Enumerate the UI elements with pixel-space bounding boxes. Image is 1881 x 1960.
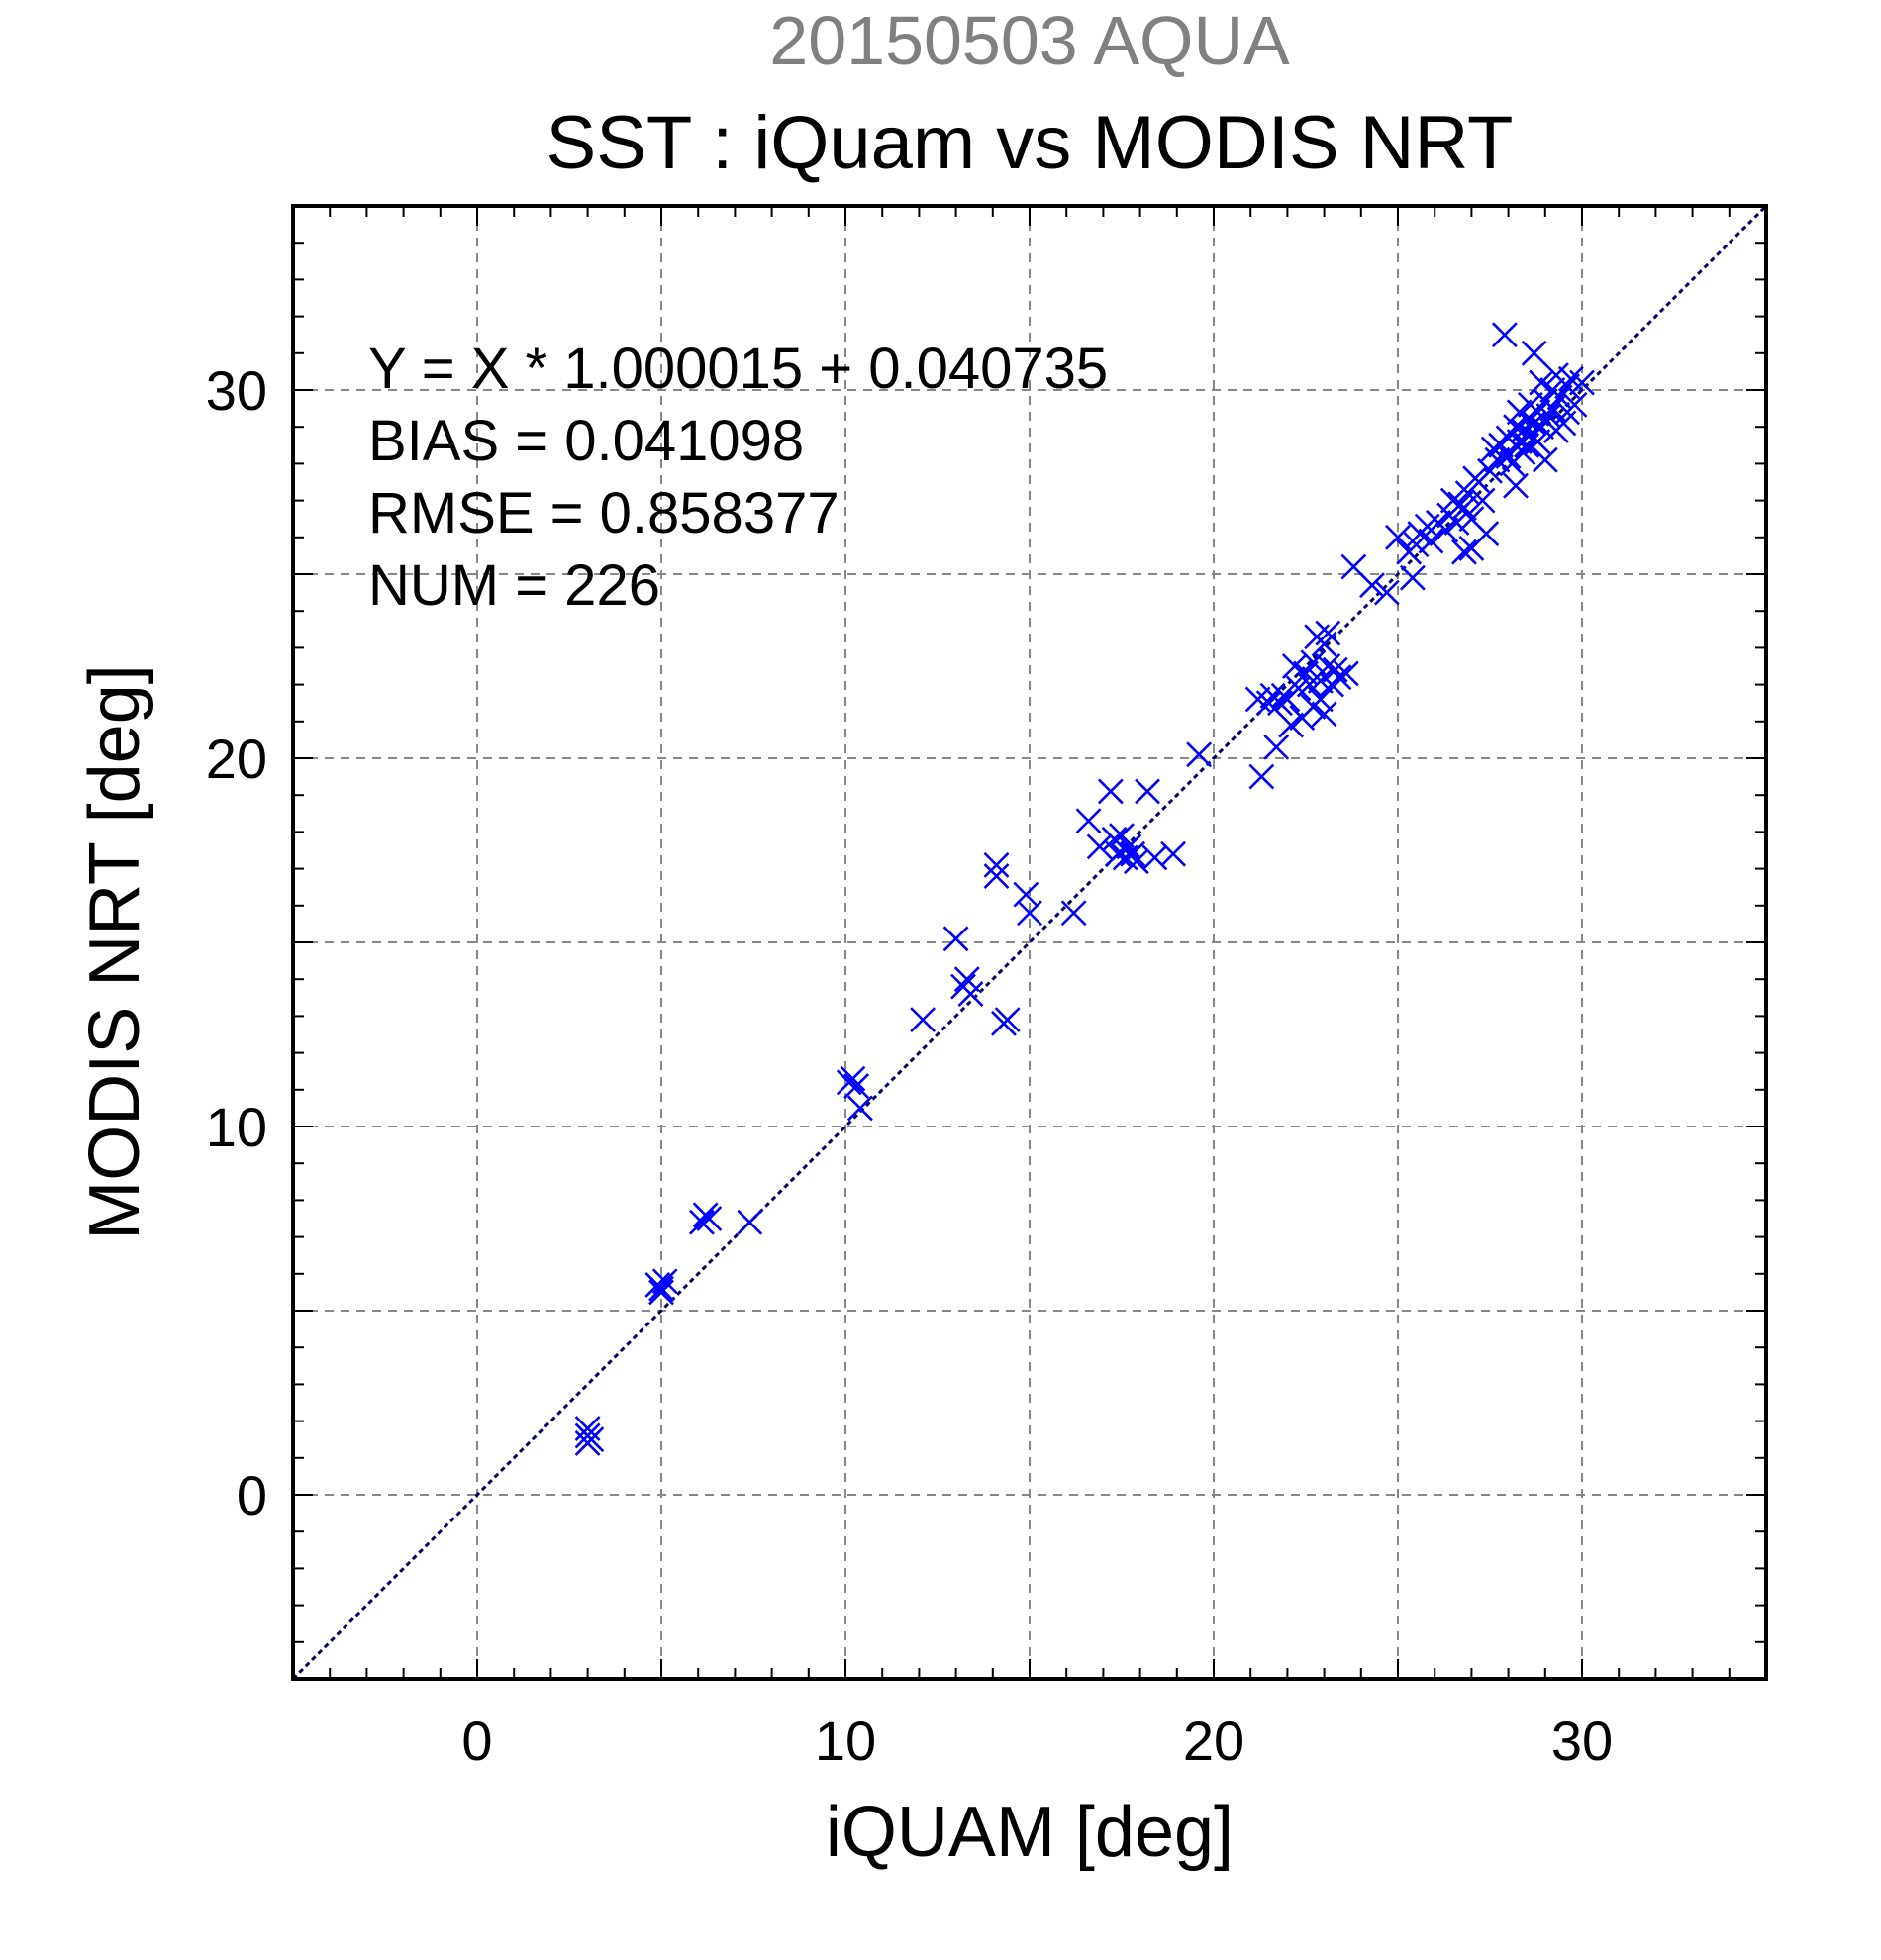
data-point (1469, 487, 1496, 514)
data-point (737, 1209, 763, 1235)
data-point (1060, 900, 1087, 927)
data-point (1300, 649, 1327, 676)
x-tick-label: 10 (815, 1710, 876, 1772)
y-axis-label: MODIS NRT [deg] (75, 664, 154, 1240)
data-point (840, 1065, 866, 1092)
data-point (1267, 690, 1293, 717)
data-point (1561, 391, 1588, 418)
data-point (1399, 564, 1426, 591)
data-point (1326, 664, 1352, 691)
data-point (1532, 446, 1558, 473)
data-point (1120, 840, 1146, 867)
data-point (953, 966, 980, 993)
data-point (1510, 440, 1536, 466)
data-point (1546, 384, 1573, 411)
data-point (1451, 495, 1477, 521)
stats-line: RMSE = 0.858377 (368, 481, 840, 545)
data-point (1521, 340, 1547, 366)
data-point (1013, 881, 1040, 908)
data-point (1418, 528, 1444, 554)
chart-title: SST : iQuam vs MODIS NRT (546, 101, 1514, 185)
data-point (1477, 457, 1503, 484)
data-point (1116, 833, 1142, 860)
y-tick-label: 10 (206, 1096, 267, 1158)
data-point (1263, 734, 1290, 760)
data-point (1075, 808, 1102, 834)
data-point (1278, 712, 1305, 738)
data-point (983, 851, 1010, 878)
x-tick-label: 30 (1551, 1710, 1613, 1772)
x-tick-label: 0 (461, 1710, 492, 1772)
stats-line: NUM = 226 (368, 553, 660, 618)
data-point (689, 1209, 715, 1235)
y-tick-label: 0 (237, 1464, 267, 1526)
data-point (1373, 579, 1400, 606)
tick-labels: 0 10 20 30 0 10 20 30 (206, 359, 1613, 1772)
data-point (1525, 429, 1551, 454)
data-point (1086, 833, 1113, 860)
data-point (1491, 322, 1518, 348)
data-point (648, 1279, 674, 1306)
data-point (648, 1275, 674, 1302)
data-point (1451, 539, 1477, 565)
data-point (1109, 823, 1135, 849)
data-point (1101, 826, 1128, 852)
data-point (942, 926, 969, 952)
data-point (1359, 572, 1385, 599)
data-point (957, 981, 984, 1007)
stats-block: Y = X * 1.000015 + 0.040735 BIAS = 0.0410… (368, 337, 1108, 618)
data-points (574, 322, 1595, 1456)
data-point (843, 1073, 870, 1099)
x-tick-label: 20 (1183, 1710, 1244, 1772)
data-point (846, 1095, 873, 1122)
data-point (983, 863, 1010, 889)
stats-line: Y = X * 1.000015 + 0.040735 (368, 337, 1108, 401)
data-point (1433, 517, 1459, 543)
data-point (692, 1202, 719, 1228)
data-point (1315, 620, 1341, 646)
data-point (910, 1007, 937, 1033)
data-point (1473, 521, 1500, 546)
data-point (1569, 369, 1595, 396)
minor-ticks (293, 206, 1766, 1679)
data-point (1311, 701, 1337, 728)
data-point (1503, 472, 1529, 499)
x-axis-label: iQUAM [deg] (826, 1793, 1234, 1872)
data-point (1334, 660, 1359, 687)
y-tick-label: 30 (206, 359, 267, 422)
data-point (1017, 900, 1042, 927)
grid (293, 206, 1766, 1679)
data-point (1160, 840, 1186, 867)
data-point (1385, 524, 1411, 550)
data-point (1097, 778, 1124, 805)
data-point (1529, 414, 1554, 441)
y-tick-label: 20 (206, 728, 267, 790)
data-point (1135, 778, 1160, 805)
data-point (1495, 443, 1522, 469)
data-point (574, 1416, 601, 1441)
data-point (1554, 373, 1581, 400)
data-point (1248, 763, 1275, 790)
stats-line: BIAS = 0.041098 (368, 409, 804, 473)
data-point (1141, 844, 1168, 871)
data-point (1539, 395, 1566, 422)
chart-supertitle: 20150503 AQUA (769, 2, 1290, 79)
data-point (1307, 686, 1334, 713)
data-point (1186, 741, 1213, 768)
data-point (991, 1010, 1017, 1036)
